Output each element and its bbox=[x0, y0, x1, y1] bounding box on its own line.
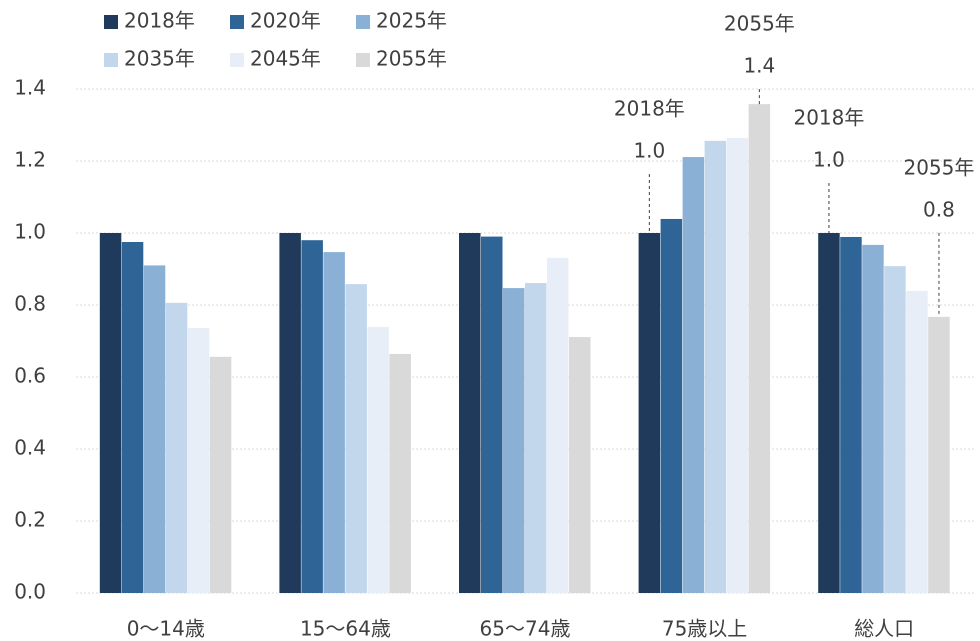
x-tick-label: 0〜14歳 bbox=[127, 617, 205, 641]
bar bbox=[569, 337, 591, 593]
bar bbox=[121, 242, 144, 593]
legend-label: 2025年 bbox=[376, 9, 447, 33]
x-tick-label: 総人口 bbox=[854, 617, 914, 641]
legend-label: 2045年 bbox=[250, 47, 321, 71]
bar bbox=[818, 233, 840, 593]
bar bbox=[748, 104, 771, 594]
legend-label: 2018年 bbox=[124, 9, 195, 33]
legend-swatch bbox=[104, 15, 118, 29]
bar bbox=[862, 244, 884, 593]
legend-label: 2055年 bbox=[376, 47, 447, 71]
y-tick-label: 1.0 bbox=[14, 220, 46, 244]
bar bbox=[279, 233, 301, 593]
legend-label: 2035年 bbox=[124, 47, 195, 71]
y-tick-label: 1.4 bbox=[14, 76, 46, 100]
y-tick-label: 0.6 bbox=[14, 364, 46, 388]
bar bbox=[187, 328, 210, 593]
bar bbox=[726, 137, 749, 593]
legend-swatch bbox=[230, 15, 244, 29]
x-tick-label: 65〜74歳 bbox=[480, 617, 571, 641]
bar bbox=[481, 236, 503, 593]
y-tick-label: 0.2 bbox=[14, 508, 46, 532]
bar bbox=[906, 290, 928, 593]
bar bbox=[143, 265, 166, 593]
bar bbox=[367, 326, 389, 593]
bar bbox=[301, 240, 323, 593]
bar bbox=[345, 284, 367, 593]
y-tick-label: 0.4 bbox=[14, 436, 46, 460]
bar bbox=[884, 266, 906, 593]
annotation-text: 1.0 bbox=[633, 139, 665, 163]
bar bbox=[840, 236, 862, 593]
bar bbox=[928, 316, 950, 593]
annotation-text: 1.0 bbox=[813, 148, 845, 172]
bar bbox=[209, 356, 232, 593]
annotation-text: 2055年 bbox=[724, 12, 795, 36]
bar bbox=[660, 218, 683, 593]
bar bbox=[503, 288, 525, 593]
bar bbox=[389, 353, 411, 593]
legend-label: 2020年 bbox=[250, 9, 321, 33]
legend-swatch bbox=[356, 15, 370, 29]
x-tick-label: 75歳以上 bbox=[662, 617, 747, 641]
bar bbox=[459, 233, 481, 593]
bar bbox=[682, 157, 705, 594]
bar bbox=[638, 233, 661, 593]
annotation-text: 0.8 bbox=[923, 197, 955, 221]
legend-swatch bbox=[230, 53, 244, 67]
legend-swatch bbox=[356, 53, 370, 67]
annotation-text: 2018年 bbox=[614, 97, 685, 121]
y-tick-label: 0.0 bbox=[14, 580, 46, 604]
annotation-text: 1.4 bbox=[743, 54, 775, 78]
annotation-text: 2018年 bbox=[793, 106, 864, 130]
bar bbox=[525, 283, 547, 593]
bar bbox=[547, 257, 569, 593]
legend-swatch bbox=[104, 53, 118, 67]
x-tick-label: 15〜64歳 bbox=[300, 617, 391, 641]
bar bbox=[99, 233, 122, 593]
bar bbox=[704, 140, 727, 593]
y-tick-label: 1.2 bbox=[14, 148, 46, 172]
bar bbox=[165, 302, 188, 593]
bar bbox=[323, 252, 345, 593]
y-tick-label: 0.8 bbox=[14, 292, 46, 316]
annotation-text: 2055年 bbox=[903, 155, 974, 179]
